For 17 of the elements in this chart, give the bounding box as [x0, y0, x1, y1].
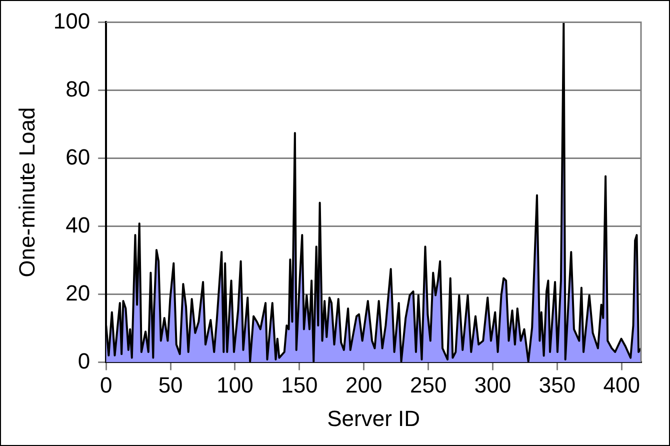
- y-tick-label: 80: [66, 76, 90, 102]
- x-tick-label: 150: [281, 372, 318, 398]
- y-tick-label: 100: [53, 8, 90, 34]
- y-tick-label: 20: [66, 280, 90, 306]
- y-axis-title: One-minute Load: [14, 107, 40, 278]
- x-tick-label: 200: [346, 372, 382, 398]
- y-tick-label: 0: [78, 348, 90, 374]
- x-axis-title: Server ID: [327, 406, 420, 431]
- x-tick-label: 300: [474, 372, 512, 398]
- x-tick-label: 50: [158, 372, 183, 398]
- x-tick-label: 250: [410, 372, 447, 398]
- y-tick-label: 60: [66, 144, 90, 170]
- x-tick-label: 100: [216, 372, 254, 398]
- x-tick-label: 350: [538, 372, 576, 398]
- x-tick-label: 0: [100, 372, 112, 398]
- x-tick-label: 400: [603, 372, 640, 398]
- y-tick-label: 40: [66, 212, 90, 238]
